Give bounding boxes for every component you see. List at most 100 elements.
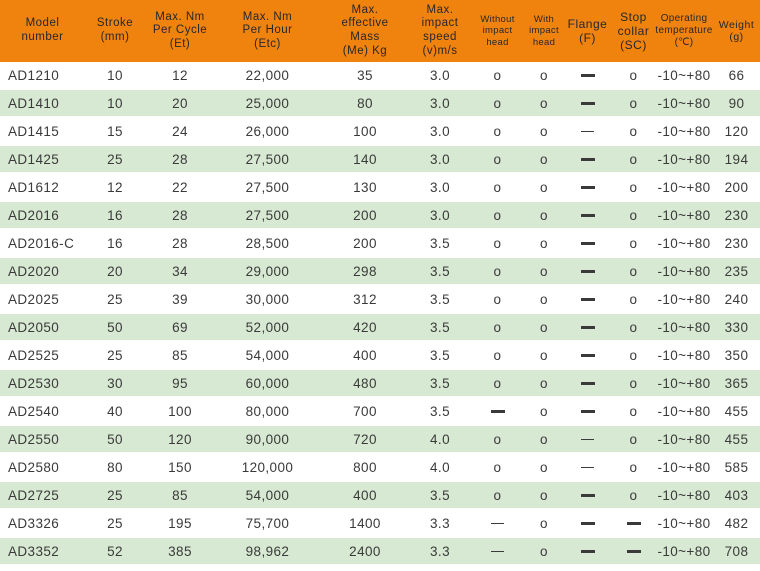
- operating-temperature-cell: -10~+80: [655, 62, 713, 90]
- with-impact-head-available-mark: o: [525, 201, 563, 230]
- dash-mark-icon: [580, 522, 595, 526]
- table-row: AD2050 50 69 52,000 420 3.5 o o o -10~+80 330: [0, 313, 760, 342]
- dash-mark-icon: [580, 270, 595, 274]
- model-number-cell: AD1612: [0, 173, 85, 202]
- table-row: AD1415 15 24 26,000 100 3.0 o o o -10~+80 120: [0, 117, 760, 146]
- with-impact-head-available-mark: o: [525, 173, 563, 202]
- max-effective-mass-cell: 2400: [320, 537, 410, 566]
- table-row: AD2725 25 85 54,000 400 3.5 o o o -10~+80 403: [0, 481, 760, 510]
- table-body: AD1210 10 12 22,000 35 3.0 o o o -10~+80 66 AD1410 1…: [0, 62, 760, 566]
- stop-collar-available-mark: o: [612, 313, 655, 342]
- stop-collar-cell: [612, 537, 655, 566]
- model-number-cell: AD2580: [0, 453, 85, 482]
- weight-cell: 482: [713, 509, 760, 538]
- dash-mark-icon: [580, 326, 595, 330]
- flange-cell: [563, 509, 612, 538]
- flange-cell: [563, 257, 612, 286]
- max-effective-mass-cell: 420: [320, 313, 410, 342]
- max-effective-mass-cell: 140: [320, 145, 410, 174]
- max-effective-mass-cell: 298: [320, 257, 410, 286]
- stop-collar-available-mark: o: [612, 425, 655, 454]
- table-row: AD1210 10 12 22,000 35 3.0 o o o -10~+80 66: [0, 62, 760, 90]
- stop-collar-available-mark: o: [612, 341, 655, 370]
- model-number-cell: AD3326: [0, 509, 85, 538]
- without-impact-head-available-mark: o: [470, 425, 525, 454]
- column-header-model-number: Model number: [0, 0, 85, 62]
- max-impact-speed-cell: 3.5: [410, 369, 470, 398]
- stop-collar-available-mark: o: [612, 89, 655, 118]
- thin-dash-mark-icon: [581, 131, 594, 133]
- with-impact-head-available-mark: o: [525, 229, 563, 258]
- stroke-cell: 25: [85, 145, 145, 174]
- max-nm-per-cycle-cell: 28: [145, 201, 215, 230]
- dash-mark-icon: [580, 242, 595, 246]
- without-impact-head-available-mark: o: [470, 257, 525, 286]
- max-effective-mass-cell: 480: [320, 369, 410, 398]
- stop-collar-available-mark: o: [612, 201, 655, 230]
- table-row: AD2020 20 34 29,000 298 3.5 o o o -10~+80 235: [0, 257, 760, 286]
- operating-temperature-cell: -10~+80: [655, 537, 713, 566]
- weight-cell: 120: [713, 117, 760, 146]
- dash-mark-icon: [580, 494, 595, 498]
- column-header-max-effective-mass: Max. effective Mass (Me) Kg: [320, 0, 410, 62]
- with-impact-head-available-mark: o: [525, 369, 563, 398]
- max-nm-per-cycle-cell: 28: [145, 229, 215, 258]
- flange-cell: [563, 229, 612, 258]
- with-impact-head-available-mark: o: [525, 453, 563, 482]
- max-nm-per-hour-cell: 27,500: [215, 173, 320, 202]
- stroke-cell: 10: [85, 89, 145, 118]
- column-header-operating-temperature: Operating temperature (℃): [655, 0, 713, 62]
- stop-collar-cell: [612, 509, 655, 538]
- with-impact-head-available-mark: o: [525, 537, 563, 566]
- with-impact-head-available-mark: o: [525, 117, 563, 146]
- max-nm-per-hour-cell: 27,500: [215, 145, 320, 174]
- table-row: AD2550 50 120 90,000 720 4.0 o o o -10~+80 455: [0, 425, 760, 454]
- max-nm-per-cycle-cell: 20: [145, 89, 215, 118]
- column-header-max-impact-speed: Max. impact speed (v)m/s: [410, 0, 470, 62]
- max-nm-per-hour-cell: 25,000: [215, 89, 320, 118]
- flange-cell: [563, 481, 612, 510]
- weight-cell: 708: [713, 537, 760, 566]
- without-impact-head-available-mark: o: [470, 313, 525, 342]
- with-impact-head-available-mark: o: [525, 397, 563, 426]
- with-impact-head-available-mark: o: [525, 425, 563, 454]
- weight-cell: 350: [713, 341, 760, 370]
- weight-cell: 90: [713, 89, 760, 118]
- weight-cell: 240: [713, 285, 760, 314]
- operating-temperature-cell: -10~+80: [655, 425, 713, 454]
- table-row: AD2540 40 100 80,000 700 3.5 o o -10~+80 455: [0, 397, 760, 426]
- weight-cell: 585: [713, 453, 760, 482]
- with-impact-head-available-mark: o: [525, 313, 563, 342]
- max-effective-mass-cell: 400: [320, 481, 410, 510]
- flange-cell: [563, 62, 612, 90]
- without-impact-head-cell: [470, 509, 525, 538]
- without-impact-head-available-mark: o: [470, 481, 525, 510]
- max-nm-per-cycle-cell: 69: [145, 313, 215, 342]
- thin-dash-mark-icon: [491, 523, 504, 525]
- stroke-cell: 20: [85, 257, 145, 286]
- dash-mark-icon: [580, 298, 595, 302]
- operating-temperature-cell: -10~+80: [655, 173, 713, 202]
- operating-temperature-cell: -10~+80: [655, 313, 713, 342]
- model-number-cell: AD1410: [0, 89, 85, 118]
- operating-temperature-cell: -10~+80: [655, 201, 713, 230]
- dash-mark-icon: [580, 74, 595, 78]
- table-row: AD2016-C 16 28 28,500 200 3.5 o o o -10~+80 230: [0, 229, 760, 258]
- stroke-cell: 15: [85, 117, 145, 146]
- stop-collar-available-mark: o: [612, 397, 655, 426]
- max-impact-speed-cell: 3.0: [410, 173, 470, 202]
- without-impact-head-available-mark: o: [470, 453, 525, 482]
- stroke-cell: 25: [85, 285, 145, 314]
- flange-cell: [563, 285, 612, 314]
- max-effective-mass-cell: 200: [320, 229, 410, 258]
- with-impact-head-available-mark: o: [525, 509, 563, 538]
- model-number-cell: AD2050: [0, 313, 85, 342]
- dash-mark-icon: [580, 550, 595, 554]
- flange-cell: [563, 313, 612, 342]
- without-impact-head-available-mark: o: [470, 173, 525, 202]
- stroke-cell: 80: [85, 453, 145, 482]
- max-effective-mass-cell: 35: [320, 62, 410, 90]
- column-header-with-impact-head: With impact head: [525, 0, 563, 62]
- stroke-cell: 25: [85, 509, 145, 538]
- weight-cell: 235: [713, 257, 760, 286]
